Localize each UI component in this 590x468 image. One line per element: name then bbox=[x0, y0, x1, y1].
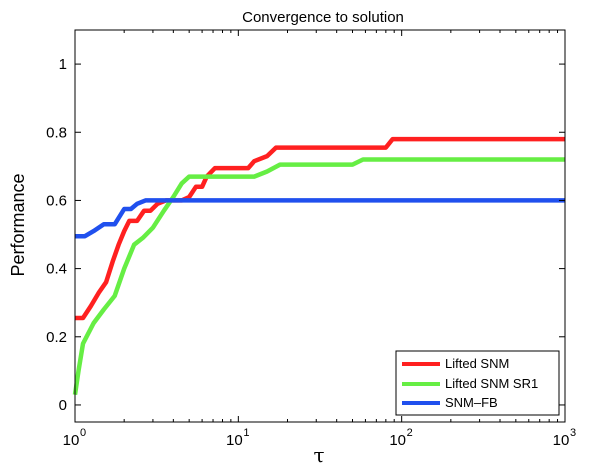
y-axis-label: Performance bbox=[8, 173, 28, 276]
chart-title: Convergence to solution bbox=[242, 9, 404, 26]
x-tick-exponent: 1 bbox=[243, 427, 249, 439]
x-tick-label: 10 bbox=[226, 432, 243, 449]
series-line-snm-fb bbox=[75, 198, 565, 239]
y-tick-label: 0.2 bbox=[46, 329, 67, 346]
y-tick-label: 0.6 bbox=[46, 192, 67, 209]
y-tick-label: 0.4 bbox=[46, 261, 67, 278]
legend-label-lifted-snm: Lifted SNM bbox=[445, 356, 509, 371]
plot-frame bbox=[74, 29, 566, 423]
x-tick-exponent: 2 bbox=[407, 427, 413, 439]
x-tick-exponent: 3 bbox=[570, 427, 576, 439]
y-tick-label: 0.8 bbox=[46, 124, 67, 141]
x-tick-label: 10 bbox=[63, 432, 80, 449]
y-tick-label: 1 bbox=[59, 56, 67, 73]
x-axis-label: τ bbox=[313, 443, 324, 467]
series-layer bbox=[72, 136, 565, 396]
x-tick-label: 10 bbox=[389, 432, 406, 449]
legend: Lifted SNM Lifted SNM SR1 SNM–FB bbox=[395, 350, 560, 416]
series-line-lifted-snm bbox=[75, 136, 565, 321]
x-tick-label: 10 bbox=[553, 432, 570, 449]
legend-label-snm-fb: SNM–FB bbox=[445, 395, 498, 410]
legend-label-lifted-snm-sr1: Lifted SNM SR1 bbox=[445, 376, 538, 391]
y-tick-label: 0 bbox=[59, 397, 67, 414]
series-line-lifted-snm-sr1 bbox=[72, 157, 565, 396]
x-tick-exponent: 0 bbox=[80, 427, 86, 439]
